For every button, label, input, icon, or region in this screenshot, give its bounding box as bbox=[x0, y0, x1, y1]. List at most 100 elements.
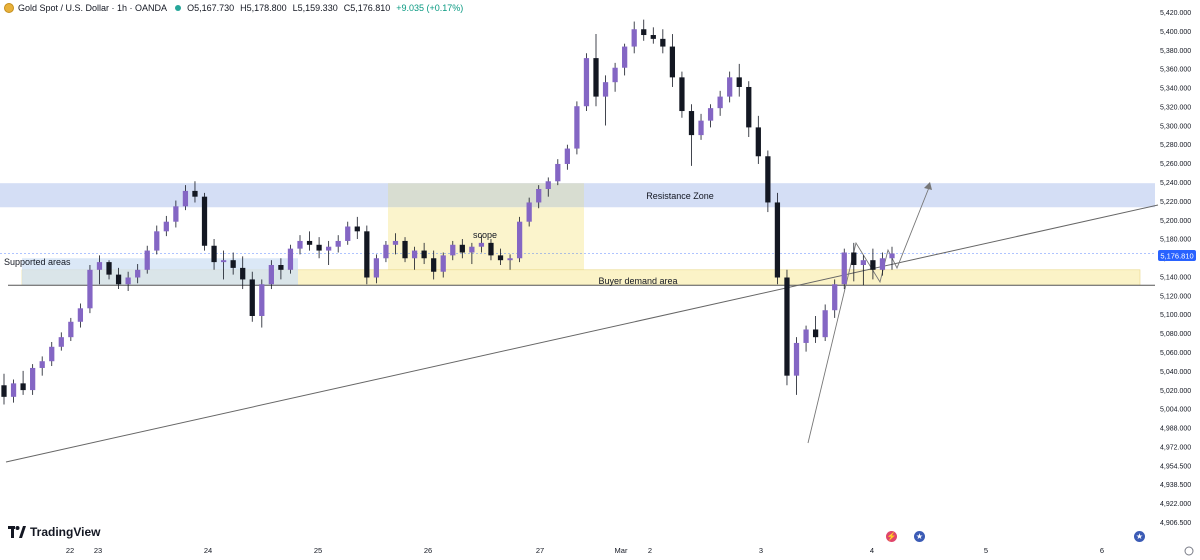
y-tick-label: 5,040.000 bbox=[1160, 369, 1191, 376]
candle-body bbox=[545, 181, 551, 189]
candle-body bbox=[220, 260, 227, 263]
candle-body bbox=[316, 244, 322, 251]
candle-body bbox=[77, 308, 84, 322]
symbol-header[interactable]: Gold Spot / U.S. Dollar · 1h · OANDA O5,… bbox=[4, 1, 463, 15]
candle-body bbox=[727, 77, 733, 97]
gold-coin-icon bbox=[4, 3, 14, 13]
candle-body bbox=[287, 248, 294, 270]
candle-body bbox=[30, 367, 36, 391]
candle-body bbox=[650, 35, 656, 39]
scope-top-band bbox=[388, 183, 584, 208]
candle-body bbox=[736, 77, 742, 87]
candle-body bbox=[1, 385, 7, 397]
x-tick-label: 22 bbox=[66, 546, 74, 555]
y-tick-label: 5,004.000 bbox=[1160, 407, 1191, 414]
candle-body bbox=[96, 262, 103, 270]
symbol-title[interactable]: Gold Spot / U.S. Dollar · 1h · OANDA bbox=[18, 3, 168, 13]
candle-body bbox=[278, 265, 284, 270]
tradingview-brand[interactable]: TradingView bbox=[8, 525, 100, 539]
x-tick-label: 6 bbox=[1100, 546, 1104, 555]
candle-body bbox=[526, 202, 532, 222]
candle-body bbox=[755, 127, 761, 157]
candle-body bbox=[421, 250, 427, 259]
candle-body bbox=[326, 246, 332, 251]
candle-body bbox=[832, 284, 838, 311]
x-tick-label: 4 bbox=[870, 546, 874, 555]
candle-body bbox=[879, 258, 886, 270]
y-tick-label: 5,280.000 bbox=[1160, 142, 1191, 149]
change-value: +9.035 (+0.17%) bbox=[396, 3, 464, 13]
candle-body bbox=[335, 240, 341, 247]
ascending-trendline bbox=[5, 204, 1159, 463]
candle-body bbox=[106, 262, 112, 275]
candle-body bbox=[765, 156, 771, 203]
candle-body bbox=[20, 383, 26, 391]
low-value: L5,159.330 bbox=[292, 3, 338, 13]
candle-body bbox=[612, 67, 618, 83]
us-flag-icon[interactable]: ★ bbox=[1134, 531, 1145, 542]
open-value: O5,167.730 bbox=[187, 3, 235, 13]
candle-body bbox=[450, 244, 456, 256]
candle-body bbox=[459, 244, 465, 253]
candle-body bbox=[49, 346, 55, 362]
candle-body bbox=[660, 38, 666, 47]
candle-body bbox=[698, 120, 704, 136]
candle-body bbox=[240, 267, 246, 280]
candle-body bbox=[249, 279, 255, 316]
candle-body bbox=[182, 190, 189, 207]
lightning-event-icon[interactable]: ⚡ bbox=[886, 531, 897, 542]
candle-body bbox=[201, 196, 208, 246]
candle-body bbox=[10, 383, 17, 397]
candle-body bbox=[583, 58, 590, 107]
projection-arrowhead bbox=[924, 182, 932, 190]
current-price-value: 5,176.810 bbox=[1160, 252, 1193, 261]
y-tick-label: 5,120.000 bbox=[1160, 293, 1191, 300]
candle-body bbox=[564, 148, 570, 164]
candle-body bbox=[516, 221, 523, 259]
candle-body bbox=[115, 274, 122, 285]
candle-body bbox=[144, 250, 150, 270]
x-tick-label: Mar bbox=[615, 546, 628, 555]
x-tick-label: 26 bbox=[424, 546, 432, 555]
candle-body bbox=[851, 252, 857, 265]
candle-body bbox=[717, 96, 723, 109]
candle-body bbox=[860, 260, 866, 265]
y-tick-label: 4,938.500 bbox=[1160, 482, 1191, 489]
candle-body bbox=[622, 46, 628, 68]
zones-layer bbox=[0, 183, 1155, 286]
y-tick-label: 5,180.000 bbox=[1160, 237, 1191, 244]
y-tick-label: 5,200.000 bbox=[1160, 218, 1191, 225]
candle-body bbox=[230, 260, 236, 268]
candle-body bbox=[68, 321, 74, 338]
price-axis[interactable]: 5,420.000 5,400.000 5,380.000 5,360.000 5,34… bbox=[1160, 10, 1191, 527]
candle-body bbox=[497, 255, 504, 261]
candle-body bbox=[870, 260, 876, 270]
candle-body bbox=[803, 329, 809, 343]
y-tick-label: 5,380.000 bbox=[1160, 48, 1191, 55]
y-tick-label: 5,060.000 bbox=[1160, 350, 1191, 357]
us-flag-icon[interactable]: ★ bbox=[914, 531, 925, 542]
candle-body bbox=[889, 253, 895, 259]
candle-body bbox=[746, 86, 752, 128]
x-tick-label: 25 bbox=[314, 546, 322, 555]
market-status-icon bbox=[175, 5, 182, 11]
candle-body bbox=[507, 258, 513, 261]
candle-body bbox=[268, 265, 274, 285]
scope-label: scope bbox=[473, 230, 497, 240]
x-tick-label: 5 bbox=[984, 546, 988, 555]
settings-gear-icon bbox=[1184, 546, 1194, 556]
candle-body bbox=[536, 188, 542, 203]
candle-body bbox=[841, 252, 847, 285]
time-axis[interactable]: 22 23 24 25 26 27 Mar 2 3 4 5 6 bbox=[66, 546, 1194, 556]
candle-body bbox=[354, 226, 360, 232]
candle-body bbox=[574, 106, 580, 149]
supported-areas-label: Supported areas bbox=[4, 257, 71, 267]
candle-body bbox=[774, 202, 781, 278]
candles-layer bbox=[1, 19, 895, 405]
candle-body bbox=[297, 240, 303, 249]
y-tick-label: 5,360.000 bbox=[1160, 67, 1191, 74]
candle-body bbox=[383, 244, 389, 259]
candle-body bbox=[631, 29, 637, 47]
x-tick-label: 24 bbox=[204, 546, 212, 555]
